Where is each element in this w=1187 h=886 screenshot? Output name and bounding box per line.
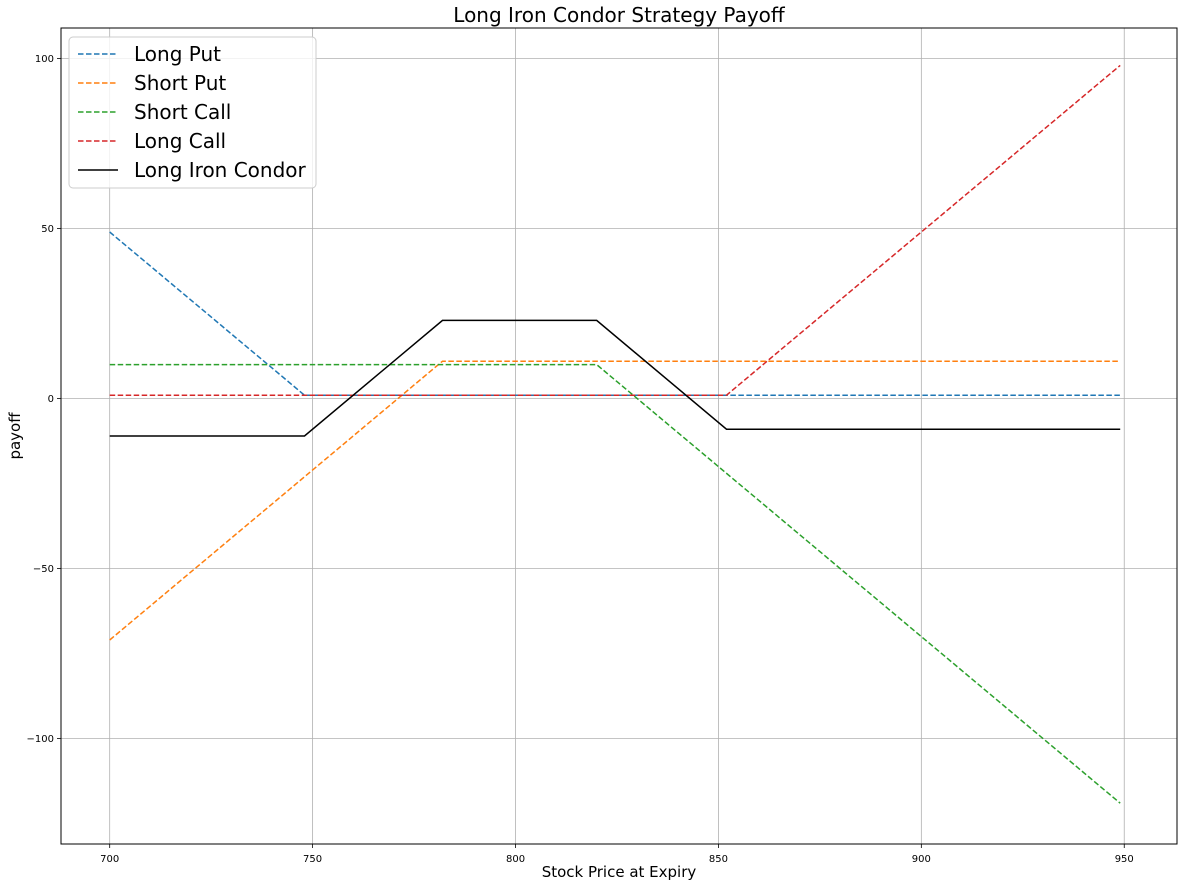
legend-entry-label: Short Call — [134, 100, 231, 124]
x-tick-label: 700 — [100, 854, 119, 865]
y-tick-label: 100 — [35, 54, 54, 65]
series-line-long-call — [109, 64, 1121, 396]
legend-box — [68, 36, 317, 189]
legend-entry-label: Long Call — [134, 129, 226, 153]
grid-lines — [61, 28, 1177, 844]
x-tick-label: 900 — [912, 854, 931, 865]
y-axis-title: payoff — [6, 412, 24, 460]
axis-ticks: 700 750 800 850 900 950 −100 −50 0 50 100 — [27, 54, 1134, 865]
legend-entry-label: Short Put — [134, 71, 226, 95]
series-line-short-put — [109, 360, 1121, 641]
series-line-long-put — [109, 231, 1121, 396]
y-tick-label: −100 — [27, 734, 54, 745]
y-tick-label: 0 — [48, 394, 54, 405]
series-lines — [109, 64, 1121, 804]
x-tick-label: 850 — [709, 854, 728, 865]
y-tick-label: −50 — [33, 564, 54, 575]
legend: Long Put Short Put Short Call Long Call Long… — [68, 36, 317, 189]
series-line-long-iron-condor — [109, 319, 1121, 437]
plot-area-frame — [60, 27, 1178, 845]
y-tick-label: 50 — [41, 224, 54, 235]
legend-entry-label: Long Iron Condor — [134, 158, 307, 182]
chart-title: Long Iron Condor Strategy Payoff — [453, 3, 786, 27]
x-tick-label: 750 — [303, 854, 322, 865]
x-tick-label: 800 — [506, 854, 525, 865]
x-tick-label: 950 — [1115, 854, 1134, 865]
x-axis-title: Stock Price at Expiry — [542, 863, 697, 881]
series-line-short-call — [109, 363, 1121, 804]
legend-entry-label: Long Put — [134, 42, 221, 66]
